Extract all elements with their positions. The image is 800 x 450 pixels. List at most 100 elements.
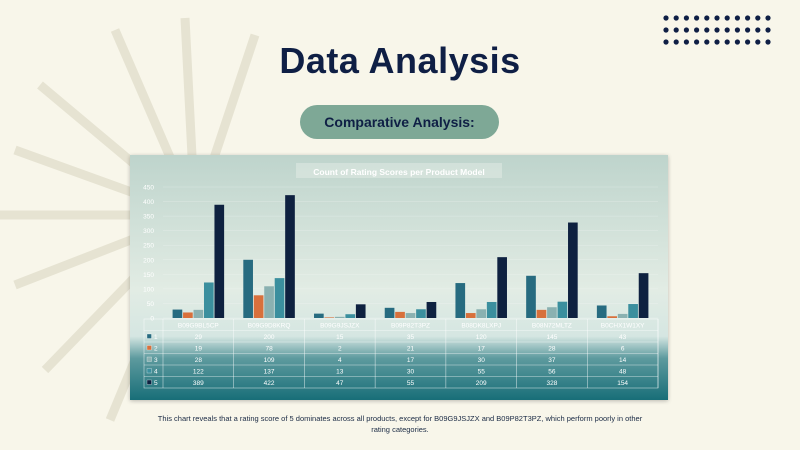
decorative-dot <box>714 39 720 45</box>
decorative-dot <box>724 15 730 21</box>
decorative-dot <box>694 15 700 21</box>
y-tick-label: 400 <box>143 199 154 206</box>
decorative-dot <box>673 27 679 33</box>
subtitle-pill: Comparative Analysis: <box>300 105 499 139</box>
data-label: 13 <box>336 368 344 375</box>
bar <box>547 307 557 318</box>
data-label: 43 <box>619 334 627 341</box>
data-label: 109 <box>264 357 275 364</box>
bar <box>172 309 183 318</box>
x-tick-label: B09G9BL5CP <box>178 322 219 329</box>
data-label: 35 <box>407 334 415 341</box>
decorative-dot <box>765 15 771 21</box>
decorative-dot <box>734 39 740 45</box>
decorative-dot <box>765 39 771 45</box>
data-label: 4 <box>338 357 342 364</box>
decorative-dot <box>745 15 751 21</box>
decorative-dot-grid <box>663 15 771 45</box>
bar <box>416 309 426 318</box>
bar <box>526 275 536 318</box>
bar <box>253 295 264 318</box>
bar <box>638 273 649 318</box>
decorative-dot <box>704 39 710 45</box>
page-title: Data Analysis <box>279 40 521 81</box>
decorative-dot <box>765 27 771 33</box>
data-label: 37 <box>548 357 556 364</box>
decorative-dot <box>673 39 679 45</box>
legend-key <box>146 333 152 339</box>
y-tick-label: 100 <box>143 286 154 293</box>
data-label: 122 <box>193 368 204 375</box>
x-tick-label: B0CHX1W1XY <box>601 322 645 329</box>
decorative-dot <box>663 27 669 33</box>
y-tick-label: 150 <box>143 272 154 279</box>
decorative-dot <box>683 39 689 45</box>
decorative-dot <box>724 27 730 33</box>
bar <box>384 307 395 318</box>
bar <box>314 313 324 318</box>
decorative-dot <box>724 39 730 45</box>
decorative-dot <box>683 15 689 21</box>
chart-caption: This chart reveals that a rating score o… <box>157 414 643 434</box>
decorative-dot <box>704 15 710 21</box>
data-label: 2 <box>338 345 342 352</box>
data-label: 17 <box>407 357 415 364</box>
y-tick-label: 200 <box>143 257 154 264</box>
decorative-dot <box>714 27 720 33</box>
legend-label: 3 <box>154 357 158 364</box>
x-tick-label: B08N72MLTZ <box>532 322 572 329</box>
chart-container: Count of Rating Scores per Product Model… <box>130 155 668 400</box>
bar <box>607 316 618 318</box>
bar <box>476 309 487 318</box>
bar <box>214 204 225 318</box>
bar <box>455 283 466 318</box>
bar <box>285 195 295 318</box>
bar <box>426 301 437 318</box>
data-label: 15 <box>336 334 344 341</box>
decorative-dot <box>663 39 669 45</box>
data-label: 17 <box>478 345 486 352</box>
bar <box>486 301 497 318</box>
data-label: 47 <box>336 380 344 387</box>
legend-label: 2 <box>154 345 158 352</box>
data-label: 154 <box>617 380 628 387</box>
data-label: 120 <box>476 334 487 341</box>
bar <box>557 301 568 318</box>
data-label: 19 <box>195 345 203 352</box>
y-tick-label: 350 <box>143 214 154 221</box>
data-label: 328 <box>546 380 557 387</box>
x-tick-label: B09G9D8KRQ <box>248 322 291 329</box>
legend-key <box>146 368 152 374</box>
bar <box>264 286 274 318</box>
bar <box>395 311 405 318</box>
legend-label: 1 <box>154 334 158 341</box>
bar <box>345 314 356 318</box>
data-label: 28 <box>548 345 556 352</box>
bar <box>324 317 335 318</box>
data-label: 209 <box>476 380 487 387</box>
bar <box>203 282 214 318</box>
y-tick-label: 300 <box>143 228 154 235</box>
decorative-dot <box>755 15 761 21</box>
bar <box>243 259 253 318</box>
legend-label: 5 <box>154 380 158 387</box>
legend-key <box>146 379 152 385</box>
bar <box>596 305 607 318</box>
data-label: 137 <box>264 368 275 375</box>
data-label: 14 <box>619 357 627 364</box>
decorative-dot <box>745 27 751 33</box>
bar <box>355 304 366 318</box>
data-label: 30 <box>407 368 415 375</box>
decorative-dot <box>734 27 740 33</box>
decorative-dot <box>734 15 740 21</box>
data-label: 389 <box>193 380 204 387</box>
y-tick-label: 250 <box>143 243 154 250</box>
legend-label: 4 <box>154 368 158 375</box>
data-label: 200 <box>264 334 275 341</box>
bar <box>274 278 285 318</box>
chart-title-box <box>296 163 502 178</box>
decorative-dot <box>755 27 761 33</box>
subtitle-label: Comparative Analysis: <box>324 114 475 130</box>
bar <box>536 309 547 318</box>
x-tick-label: B08DK8LXPJ <box>461 322 501 329</box>
